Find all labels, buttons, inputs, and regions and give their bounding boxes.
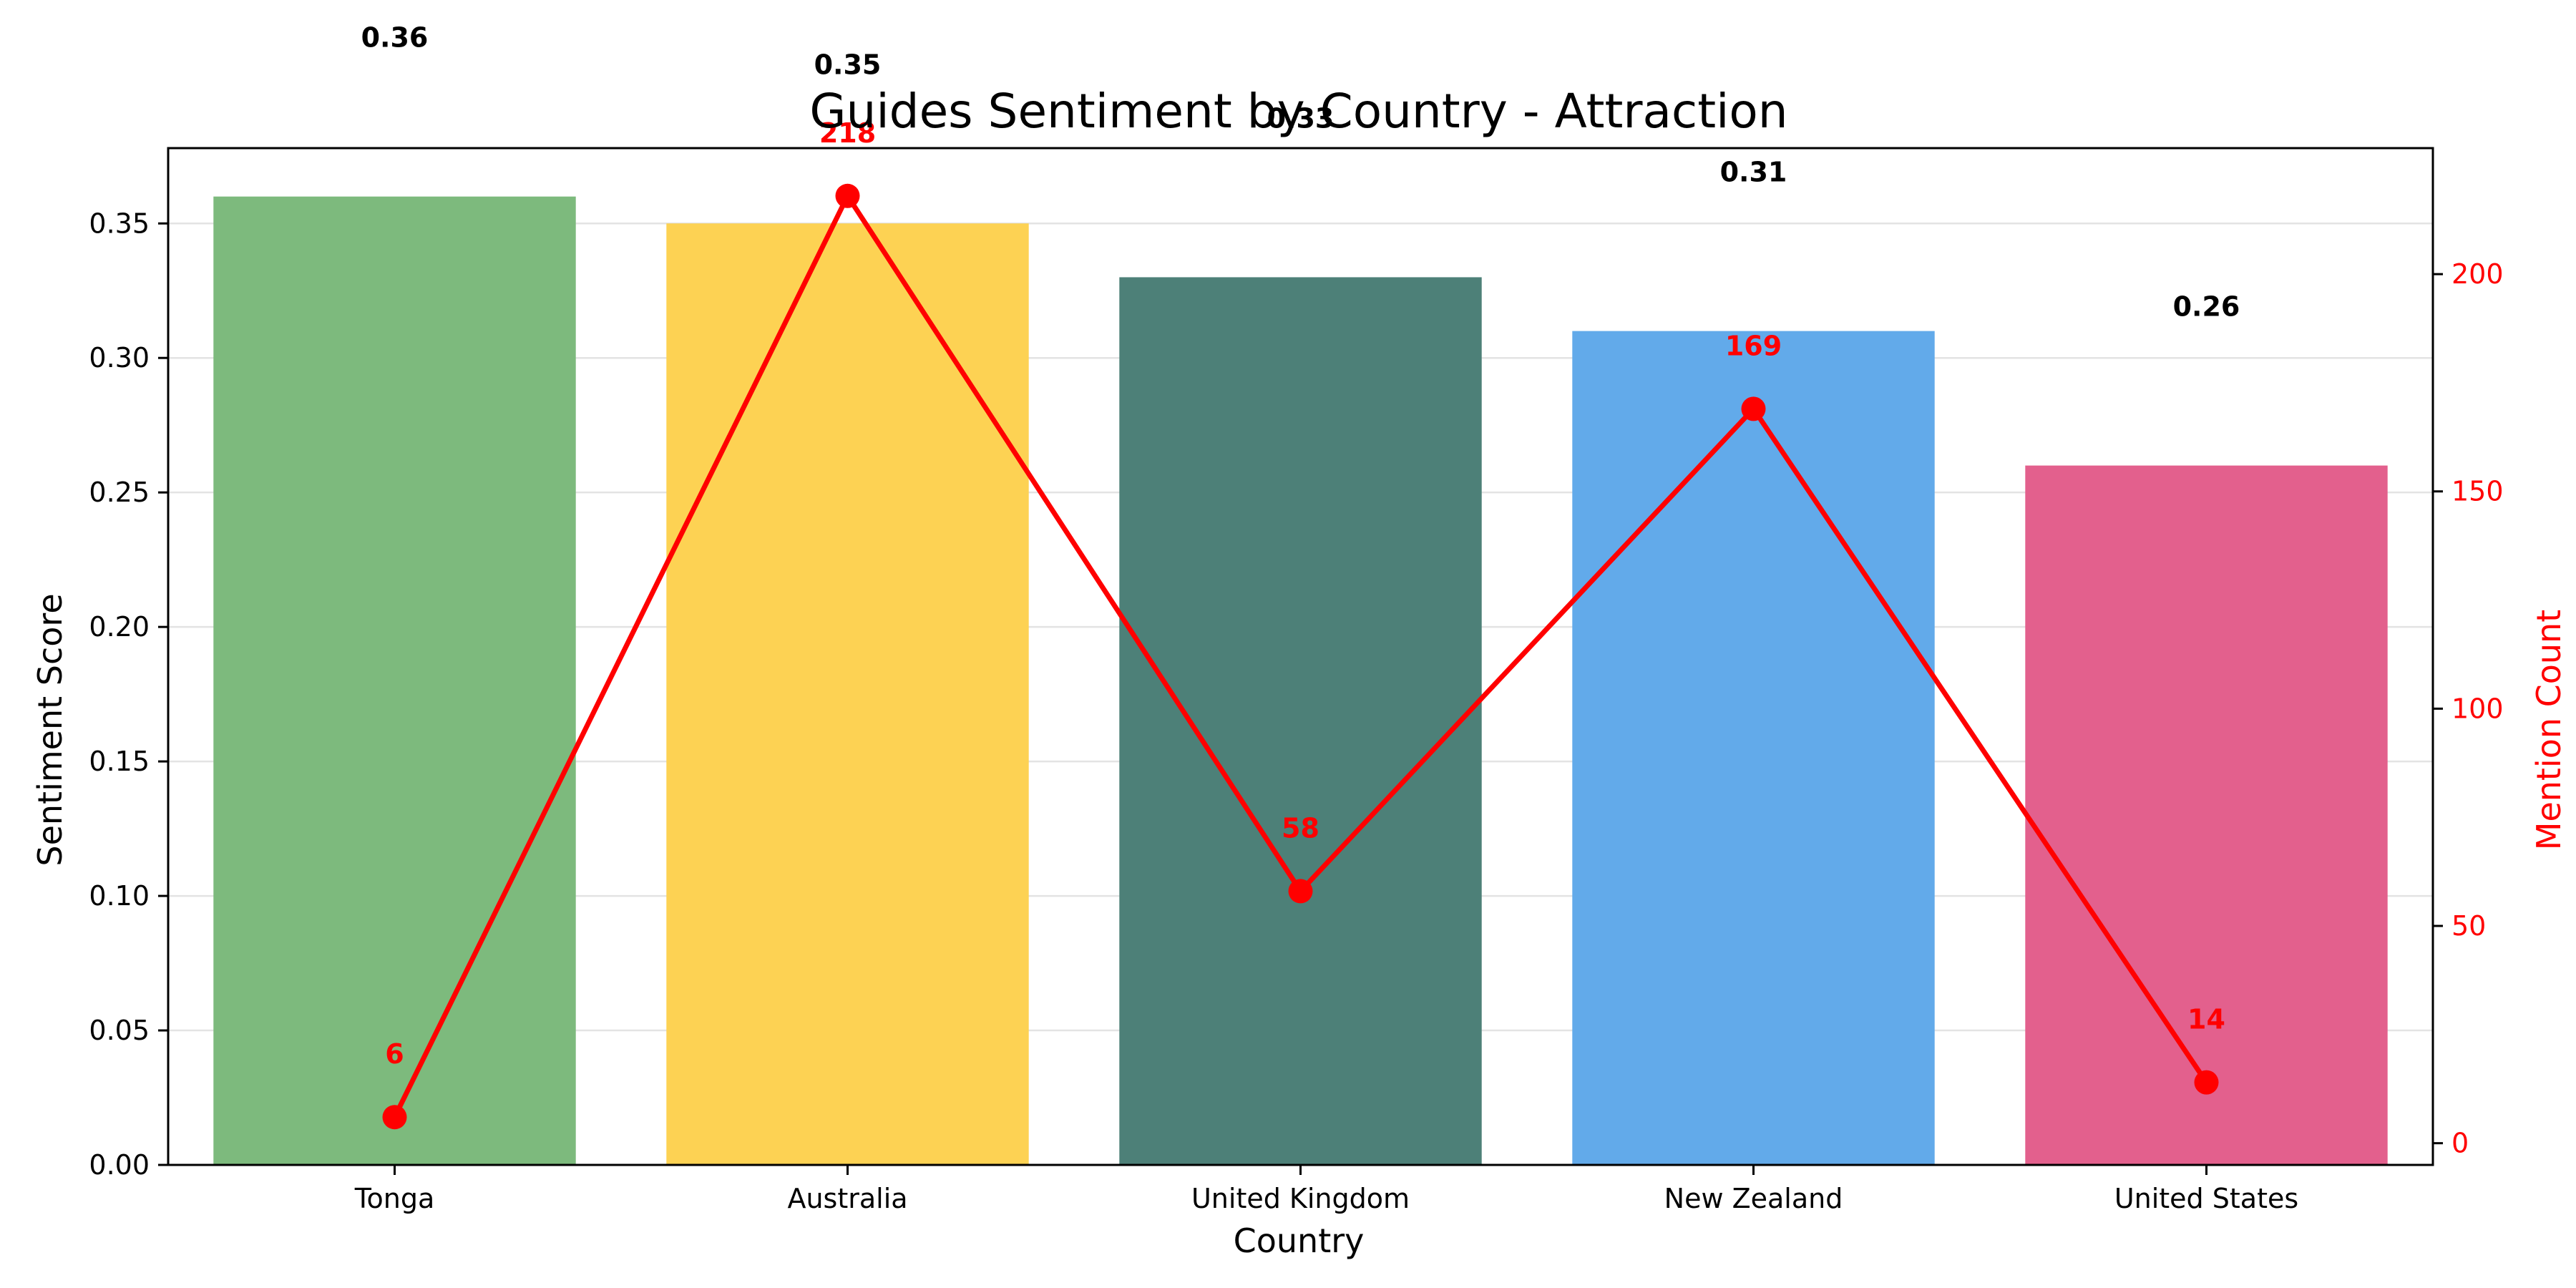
mention-value-label: 218 <box>819 117 876 149</box>
bar-united-states <box>2025 465 2388 1165</box>
chart-title: Guides Sentiment by Country - Attraction <box>809 84 1787 139</box>
mention-value-label: 58 <box>1282 812 1319 844</box>
axes: 0.00 0.05 0.10 0.15 0.20 0.25 0.30 0.35 0 50 100 15… <box>89 147 2504 1214</box>
y-tick-label: 0.25 <box>89 477 150 508</box>
bars <box>213 196 2388 1166</box>
mention-point <box>1741 396 1766 421</box>
bar-value-label: 0.31 <box>1720 157 1787 188</box>
mention-point <box>835 183 860 208</box>
x-tick-label: Tonga <box>354 1183 435 1214</box>
y2-tick-label: 0 <box>2451 1128 2469 1159</box>
mention-line <box>382 183 2219 1130</box>
x-tick-label: United States <box>2114 1183 2298 1214</box>
y2-tick-label: 50 <box>2451 910 2486 942</box>
y-tick-label: 0.30 <box>89 342 150 374</box>
x-tick-label: United Kingdom <box>1191 1183 1410 1214</box>
y-tick-label: 0.05 <box>89 1015 150 1046</box>
bar-value-label: 0.26 <box>2173 291 2240 323</box>
y2-tick-label: 200 <box>2451 258 2504 290</box>
bar-value-label: 0.33 <box>1267 102 1335 134</box>
mention-point <box>2194 1070 2219 1095</box>
value-labels: 0.36 0.35 0.33 0.31 0.26 6 218 58 169 14 <box>361 22 2240 1070</box>
x-tick-label: Australia <box>787 1183 907 1214</box>
bar-united-kingdom <box>1119 277 1482 1165</box>
mention-value-label: 14 <box>2187 1004 2225 1035</box>
y2-tick-label: 100 <box>2451 693 2504 724</box>
mention-value-label: 6 <box>385 1038 404 1070</box>
bar-value-label: 0.35 <box>814 49 882 80</box>
bar-australia <box>666 223 1029 1165</box>
bar-value-label: 0.36 <box>361 22 429 54</box>
y-tick-label: 0.35 <box>89 208 150 239</box>
y-tick-label: 0.10 <box>89 880 150 912</box>
y-tick-label: 0.00 <box>89 1149 150 1181</box>
y2-tick-label: 150 <box>2451 476 2504 507</box>
x-axis-title: Country <box>1234 1221 1365 1260</box>
bar-new-zealand <box>1572 331 1935 1165</box>
y-axis-title: Sentiment Score <box>31 593 69 866</box>
y-tick-label: 0.15 <box>89 746 150 777</box>
bar-tonga <box>213 196 576 1166</box>
x-tick-label: New Zealand <box>1664 1183 1843 1214</box>
mention-point <box>1288 879 1313 904</box>
y-tick-label: 0.20 <box>89 611 150 643</box>
mention-point <box>382 1105 407 1130</box>
mention-value-label: 169 <box>1725 330 1782 361</box>
y2-axis-title: Mention Count <box>2529 610 2568 851</box>
